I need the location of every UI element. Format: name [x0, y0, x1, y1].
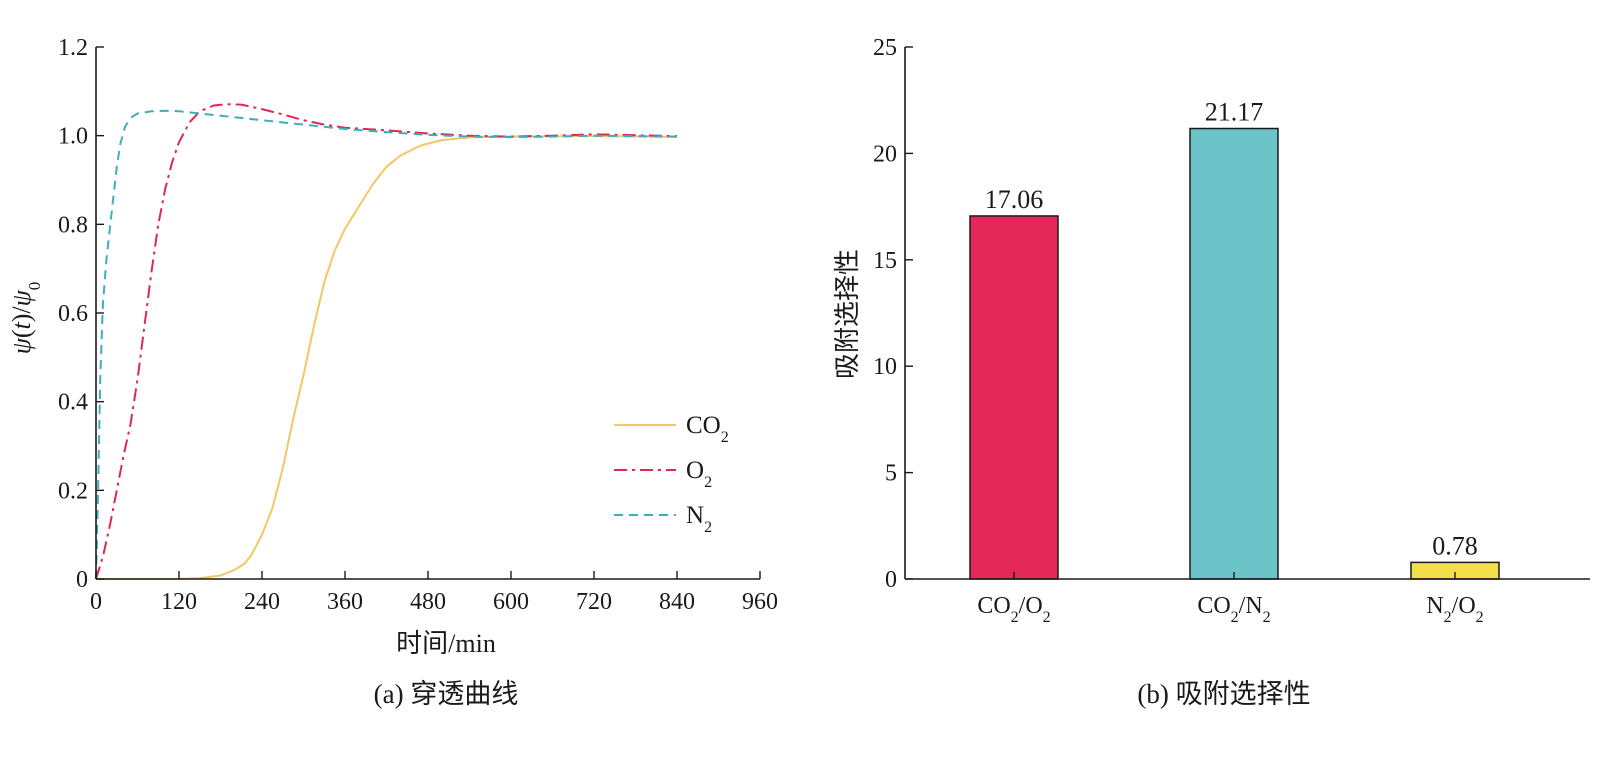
caption-a: (a) 穿透曲线	[374, 679, 519, 709]
bar-category-label: N2/O2	[1426, 593, 1483, 626]
chart-a-lines	[95, 103, 678, 580]
chart-a-axes: 0 120 240 360 480 600 720 840 960 0 0.2 0.4 0.6 0.8 1.…	[58, 35, 778, 615]
chart-a-y-tick-label: 0.2	[58, 478, 88, 504]
chart-b-y-tick-label: 0	[885, 567, 897, 593]
chart-a-x-tick-label: 480	[410, 589, 446, 615]
chart-b-y-tick-label: 25	[873, 35, 897, 61]
chart-a-legend: CO2 O2 N2	[614, 412, 729, 536]
legend-label-n2: N2	[686, 502, 712, 536]
legend-label-o2: O2	[686, 457, 712, 491]
chart-b-y-tick-label: 5	[885, 461, 897, 487]
chart-a-x-tick-label: 240	[244, 589, 280, 615]
series-line-co2	[96, 135, 678, 580]
chart-b-y-tick-label: 20	[873, 141, 897, 167]
chart-a-y-tick-label: 0.8	[58, 212, 88, 238]
chart-b: 17.06 CO2/O2 21.17 CO2/N2 0.78 N2/O2 0 5 10 15 20…	[833, 35, 1590, 709]
bar-category-label: CO2/O2	[977, 593, 1050, 626]
chart-a: 0 120 240 360 480 600 720 840 960 0 0.2 0.4 0.6 0.8 1.…	[7, 35, 778, 709]
chart-b-y-tick-label: 15	[873, 248, 897, 274]
chart-a-y-tick-label: 0	[76, 567, 88, 593]
chart-a-ylabel: ψ(t)/ψ0	[7, 282, 44, 355]
chart-a-x-tick-label: 120	[161, 589, 197, 615]
bar-category-label: CO2/N2	[1197, 593, 1270, 626]
series-line-n2	[95, 109, 678, 580]
chart-a-y-tick-label: 0.4	[58, 390, 88, 416]
chart-b-y-tick-label: 10	[873, 354, 897, 380]
bar	[969, 215, 1059, 580]
chart-a-y-tick-label: 0.6	[58, 301, 88, 327]
chart-a-x-tick-label: 720	[576, 589, 612, 615]
bar-value-label: 17.06	[985, 185, 1044, 214]
bar-value-label: 0.78	[1432, 531, 1478, 560]
chart-a-x-tick-label: 0	[90, 589, 102, 615]
chart-a-x-tick-label: 960	[742, 589, 778, 615]
bar	[1189, 127, 1279, 580]
chart-a-y-tick-label: 1.2	[58, 35, 88, 61]
chart-a-xlabel: 时间/min	[396, 629, 496, 658]
chart-a-x-tick-label: 840	[659, 589, 695, 615]
bar-value-label: 21.17	[1205, 98, 1264, 127]
chart-a-x-tick-label: 600	[493, 589, 529, 615]
chart-a-y-tick-label: 1.0	[58, 124, 88, 150]
chart-b-bars: 17.06 CO2/O2 21.17 CO2/N2 0.78 N2/O2	[969, 98, 1500, 626]
series-line-o2	[95, 103, 678, 580]
chart-b-ylabel: 吸附选择性	[833, 249, 862, 379]
chart-a-x-tick-label: 360	[327, 589, 363, 615]
caption-b: (b) 吸附选择性	[1137, 679, 1310, 709]
chart-b-axes: 0 5 10 15 20 25	[873, 35, 1590, 593]
legend-label-co2: CO2	[686, 412, 729, 446]
